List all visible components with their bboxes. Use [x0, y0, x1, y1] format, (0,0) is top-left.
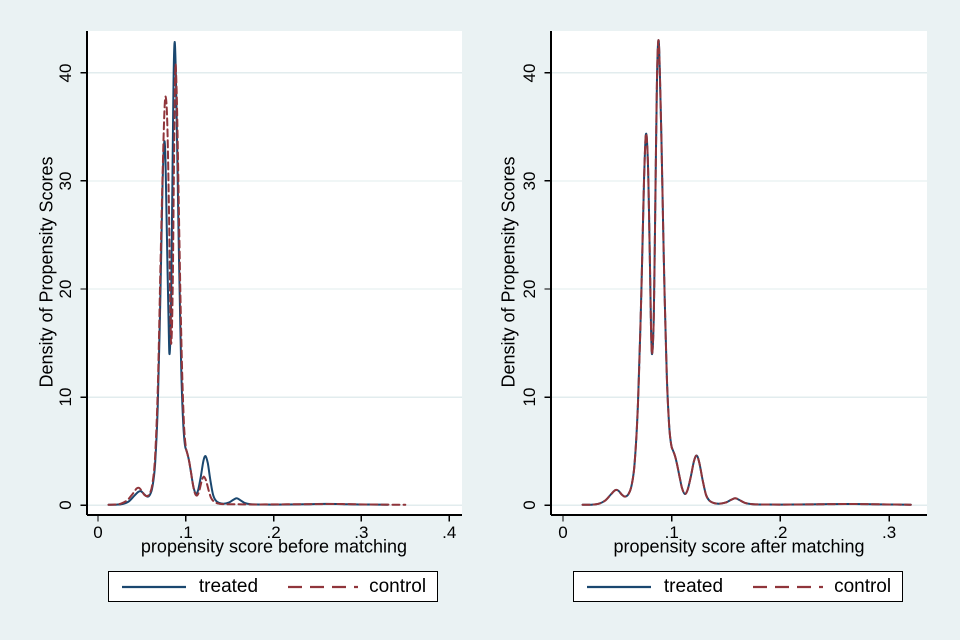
legend-before: treated control [108, 571, 438, 602]
legend-control-label: control [834, 575, 892, 597]
legend-treated-line-sample [586, 585, 651, 588]
control-curve [581, 39, 912, 506]
y-tick-label: 40 [56, 63, 75, 83]
x-tick-label: .2 [773, 523, 788, 542]
x-tick-label: .1 [178, 523, 193, 542]
legend-treated-label: treated [198, 575, 259, 597]
x-tick-label: .1 [664, 523, 679, 542]
x-tick-label: 0 [558, 523, 568, 542]
x-tick-label: .3 [354, 523, 369, 542]
plot-area-rect [87, 31, 462, 515]
x-tick-label: .3 [882, 523, 897, 542]
x-tick-label: .4 [442, 523, 457, 542]
y-tick-label: 10 [520, 387, 539, 407]
y-axis-title-before: Density of Propensity Scores [36, 156, 57, 388]
y-axis-title-after: Density of Propensity Scores [498, 156, 519, 388]
legend-control-line-sample [288, 585, 359, 588]
y-tick-label: 10 [56, 387, 75, 407]
y-tick-label: 20 [520, 279, 539, 299]
after-matching-chart [544, 31, 927, 522]
x-tick-label: 0 [93, 523, 103, 542]
legend-control-line-sample [753, 585, 824, 588]
y-tick-label: 0 [520, 500, 539, 511]
y-tick-label: 0 [56, 500, 75, 511]
y-tick-label: 30 [56, 171, 75, 191]
legend-treated-label: treated [663, 575, 724, 597]
x-axis-title-before: propensity score before matching [140, 536, 408, 557]
y-tick-label: 30 [520, 171, 539, 191]
legend-after: treated control [573, 571, 903, 602]
before-matching-chart [80, 31, 462, 522]
x-tick-label: .2 [266, 523, 281, 542]
plot-area-rect [551, 31, 927, 515]
legend-control-label: control [369, 575, 427, 597]
y-tick-label: 40 [520, 63, 539, 83]
y-tick-label: 20 [56, 279, 75, 299]
control-curve [107, 62, 407, 506]
x-axis-title-after: propensity score after matching [613, 536, 865, 557]
legend-treated-line-sample [121, 585, 186, 588]
